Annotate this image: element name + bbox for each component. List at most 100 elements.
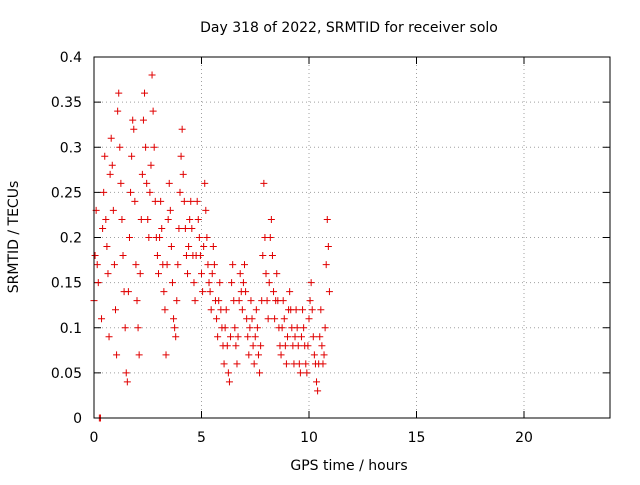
data-point [146, 188, 154, 196]
data-point [309, 333, 317, 341]
y-tick-label: 0.35 [51, 95, 82, 111]
data-point [187, 197, 195, 205]
data-point [166, 206, 174, 214]
y-tick-label: 0.3 [60, 140, 82, 156]
data-point [260, 179, 268, 187]
data-point [252, 306, 260, 314]
data-point [207, 306, 215, 314]
x-tick-label: 20 [515, 430, 533, 446]
data-point [254, 351, 262, 359]
data-point [141, 89, 149, 97]
data-point [110, 261, 118, 269]
data-point [139, 116, 147, 124]
data-point [281, 342, 289, 350]
data-point [231, 324, 239, 332]
data-point [165, 179, 173, 187]
data-point [202, 206, 210, 214]
x-tick-label: 5 [197, 430, 206, 446]
data-point [155, 270, 162, 278]
data-point [246, 324, 254, 332]
data-point [313, 378, 321, 386]
data-point [241, 261, 248, 269]
y-tick-label: 0.15 [51, 276, 82, 292]
data-point [209, 243, 217, 251]
data-point [204, 261, 212, 269]
data-point [271, 315, 279, 323]
x-tick-label: 10 [300, 430, 318, 446]
data-point [279, 297, 287, 305]
data-point [323, 215, 331, 223]
data-point [291, 333, 299, 341]
data-point [249, 342, 257, 350]
data-point [322, 261, 330, 269]
data-point [199, 288, 207, 296]
data-point [142, 143, 150, 151]
data-point [304, 342, 312, 350]
data-point [223, 342, 231, 350]
data-point [295, 360, 303, 368]
data-point [98, 315, 106, 323]
data-point [134, 324, 142, 332]
data-point [316, 333, 324, 341]
y-tick-label: 0 [73, 411, 82, 427]
data-point [176, 188, 184, 196]
data-point [320, 351, 328, 359]
data-point [206, 288, 214, 296]
data-point [208, 270, 216, 278]
data-point [248, 315, 256, 323]
data-point [188, 224, 196, 232]
data-point [179, 170, 187, 178]
data-point [106, 170, 114, 178]
data-point [104, 270, 112, 278]
y-tick-labels: 0 0.05 0.1 0.15 0.2 0.25 0.3 0.35 0.4 [51, 50, 82, 427]
data-point [286, 288, 294, 296]
data-point [128, 152, 136, 160]
data-point [193, 197, 201, 205]
data-point [163, 261, 171, 269]
data-point [172, 333, 180, 341]
data-point [224, 369, 232, 377]
data-point [168, 279, 176, 287]
data-point [242, 288, 250, 296]
data-point [268, 252, 276, 260]
y-tick-label: 0.4 [60, 50, 82, 66]
x-tick-labels: 0 5 10 15 20 [90, 430, 533, 446]
data-point [127, 188, 135, 196]
data-point [250, 360, 258, 368]
grid [94, 57, 610, 418]
data-point [170, 315, 178, 323]
data-point [198, 270, 205, 278]
data-point [99, 224, 107, 232]
data-point [157, 197, 165, 205]
data-point [175, 224, 183, 232]
data-point [233, 360, 241, 368]
data-point [133, 297, 141, 305]
data-point [229, 261, 237, 269]
data-point [191, 297, 199, 305]
data-point [153, 252, 161, 260]
data-point [201, 179, 209, 187]
data-point [156, 234, 164, 241]
data-point [112, 306, 119, 314]
data-point [150, 143, 158, 151]
data-point [132, 261, 140, 269]
x-tick-label: 15 [408, 430, 426, 446]
data-point [247, 297, 255, 305]
data-point [119, 252, 127, 260]
data-point [148, 71, 156, 79]
data-point [161, 306, 169, 314]
data-point [103, 243, 111, 251]
data-point [235, 297, 243, 305]
data-point [114, 107, 122, 115]
data-point [317, 306, 325, 314]
data-points [90, 71, 333, 422]
data-point [196, 252, 204, 260]
data-point [167, 243, 175, 251]
data-point [136, 270, 144, 278]
data-point [164, 215, 172, 223]
data-point [130, 125, 138, 133]
data-point [129, 116, 137, 124]
data-point [300, 324, 308, 332]
data-point [131, 197, 139, 205]
